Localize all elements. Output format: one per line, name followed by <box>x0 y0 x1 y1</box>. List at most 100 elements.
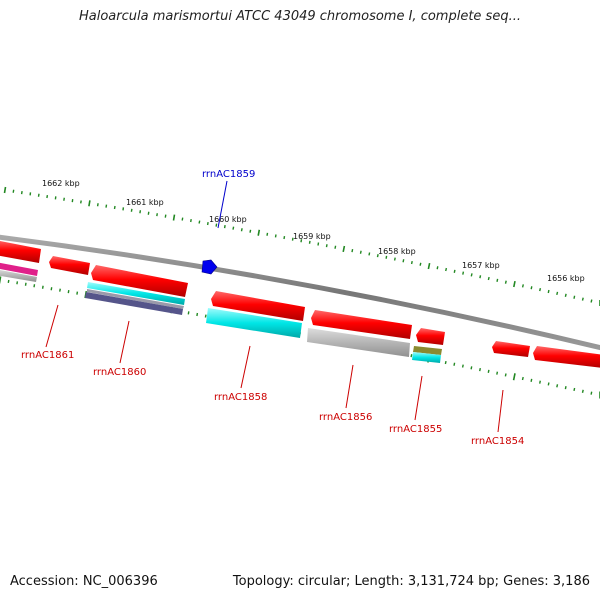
gene-rrnAC1856-arrow[interactable] <box>311 310 412 339</box>
minor-tick <box>139 210 142 214</box>
minor-tick <box>590 391 593 395</box>
minor-tick <box>7 279 10 284</box>
minor-tick <box>46 194 49 199</box>
major-tick <box>512 373 516 381</box>
minor-tick <box>204 314 207 318</box>
minor-tick <box>539 380 541 384</box>
minor-tick <box>215 223 218 227</box>
minor-tick <box>181 217 184 221</box>
leader-line-rrnAC1858 <box>240 345 251 389</box>
minor-tick <box>487 276 490 281</box>
cog-bar-gray <box>0 269 37 282</box>
minor-tick <box>33 284 36 288</box>
major-tick <box>257 229 261 236</box>
gene-label-rrnAC1860[interactable]: rrnAC1860 <box>93 367 146 378</box>
leader-line-rrnAC1860 <box>119 320 130 364</box>
gene-rrnAC1858-arrow[interactable] <box>211 291 305 321</box>
outer-tick-track <box>3 186 600 306</box>
gene-rrnAC1859-arrow[interactable] <box>201 259 218 275</box>
ruler-label-1658: 1658 kbp <box>378 247 416 256</box>
gene-rrnAC1860-arrow[interactable] <box>91 265 188 297</box>
minor-tick <box>521 284 524 288</box>
gene-rrnAC1854-arrow-b[interactable] <box>533 346 600 368</box>
minor-tick <box>368 252 371 256</box>
cog-bar-gray <box>307 328 410 357</box>
minor-tick <box>130 208 133 212</box>
ruler-label-1659: 1659 kbp <box>293 232 331 241</box>
minor-tick <box>453 269 456 273</box>
minor-tick <box>461 364 464 368</box>
leader-line-rrnAC1854 <box>497 389 504 433</box>
minor-tick <box>164 214 167 218</box>
ruler-label-1657: 1657 kbp <box>462 261 500 270</box>
minor-tick <box>573 295 576 299</box>
minor-tick <box>96 203 99 207</box>
minor-tick <box>530 286 533 290</box>
minor-tick <box>419 262 422 266</box>
minor-tick <box>37 193 40 197</box>
minor-tick <box>581 389 584 393</box>
minor-tick <box>436 266 439 270</box>
minor-tick <box>539 288 542 292</box>
minor-tick <box>410 260 413 265</box>
gene-rrnAC1855-arrow[interactable] <box>416 328 445 345</box>
minor-tick <box>410 354 413 358</box>
gene-label-rrnAC1856[interactable]: rrnAC1856 <box>319 412 372 423</box>
minor-tick <box>496 278 499 282</box>
minor-tick <box>105 204 108 208</box>
minor-tick <box>67 289 70 294</box>
minor-tick <box>223 224 226 229</box>
gene-label-rrnAC1859[interactable]: rrnAC1859 <box>202 169 255 180</box>
minor-tick <box>556 291 559 296</box>
ruler-label-1662: 1662 kbp <box>42 179 80 188</box>
leader-line-rrnAC1859 <box>217 180 228 229</box>
gene-label-rrnAC1858[interactable]: rrnAC1858 <box>214 392 267 403</box>
minor-tick <box>59 288 61 292</box>
ruler-label-1660: 1660 kbp <box>209 215 247 224</box>
minor-tick <box>581 297 584 301</box>
gene-rrnAC1861-arrow[interactable] <box>0 240 41 263</box>
minor-tick <box>190 218 192 223</box>
minor-tick <box>590 299 593 303</box>
gene-label-rrnAC1861[interactable]: rrnAC1861 <box>21 350 74 361</box>
minor-tick <box>470 273 473 277</box>
cog-bar-cyan <box>87 282 185 305</box>
map-title: Haloarcula marismortui ATCC 43049 chromo… <box>79 9 521 24</box>
minor-tick <box>16 281 19 285</box>
minor-tick <box>300 239 303 243</box>
minor-tick <box>283 235 286 240</box>
minor-tick <box>206 221 209 226</box>
gene-rrnAC1854-arrow-a[interactable] <box>492 341 530 357</box>
major-tick <box>513 280 516 288</box>
ruler-label-1661: 1661 kbp <box>126 198 164 207</box>
gene-label-rrnAC1855[interactable]: rrnAC1855 <box>389 424 442 435</box>
minor-tick <box>444 360 447 365</box>
minor-tick <box>198 220 201 224</box>
minor-tick <box>317 242 320 246</box>
minor-tick <box>308 240 311 244</box>
minor-tick <box>479 367 481 372</box>
major-tick <box>172 214 176 221</box>
minor-tick <box>12 189 15 193</box>
minor-tick <box>479 275 482 279</box>
minor-tick <box>445 267 448 272</box>
minor-tick <box>20 190 23 195</box>
minor-tick <box>187 311 190 315</box>
cog-bar-cyan <box>412 352 441 363</box>
minor-tick <box>113 205 116 210</box>
minor-tick <box>573 387 576 392</box>
minor-tick <box>402 259 405 263</box>
ruler-label-1656: 1656 kbp <box>547 274 585 283</box>
gene-label-rrnAC1854[interactable]: rrnAC1854 <box>471 436 524 447</box>
minor-tick <box>521 376 524 381</box>
minor-tick <box>24 282 27 286</box>
minor-tick <box>496 371 499 375</box>
cog-bar-olive <box>413 346 442 355</box>
gene-arrow[interactable] <box>49 256 90 275</box>
minor-tick <box>351 248 354 253</box>
minor-tick <box>504 280 507 284</box>
major-tick <box>427 262 431 270</box>
minor-tick <box>453 362 456 366</box>
label-lines <box>45 180 504 433</box>
